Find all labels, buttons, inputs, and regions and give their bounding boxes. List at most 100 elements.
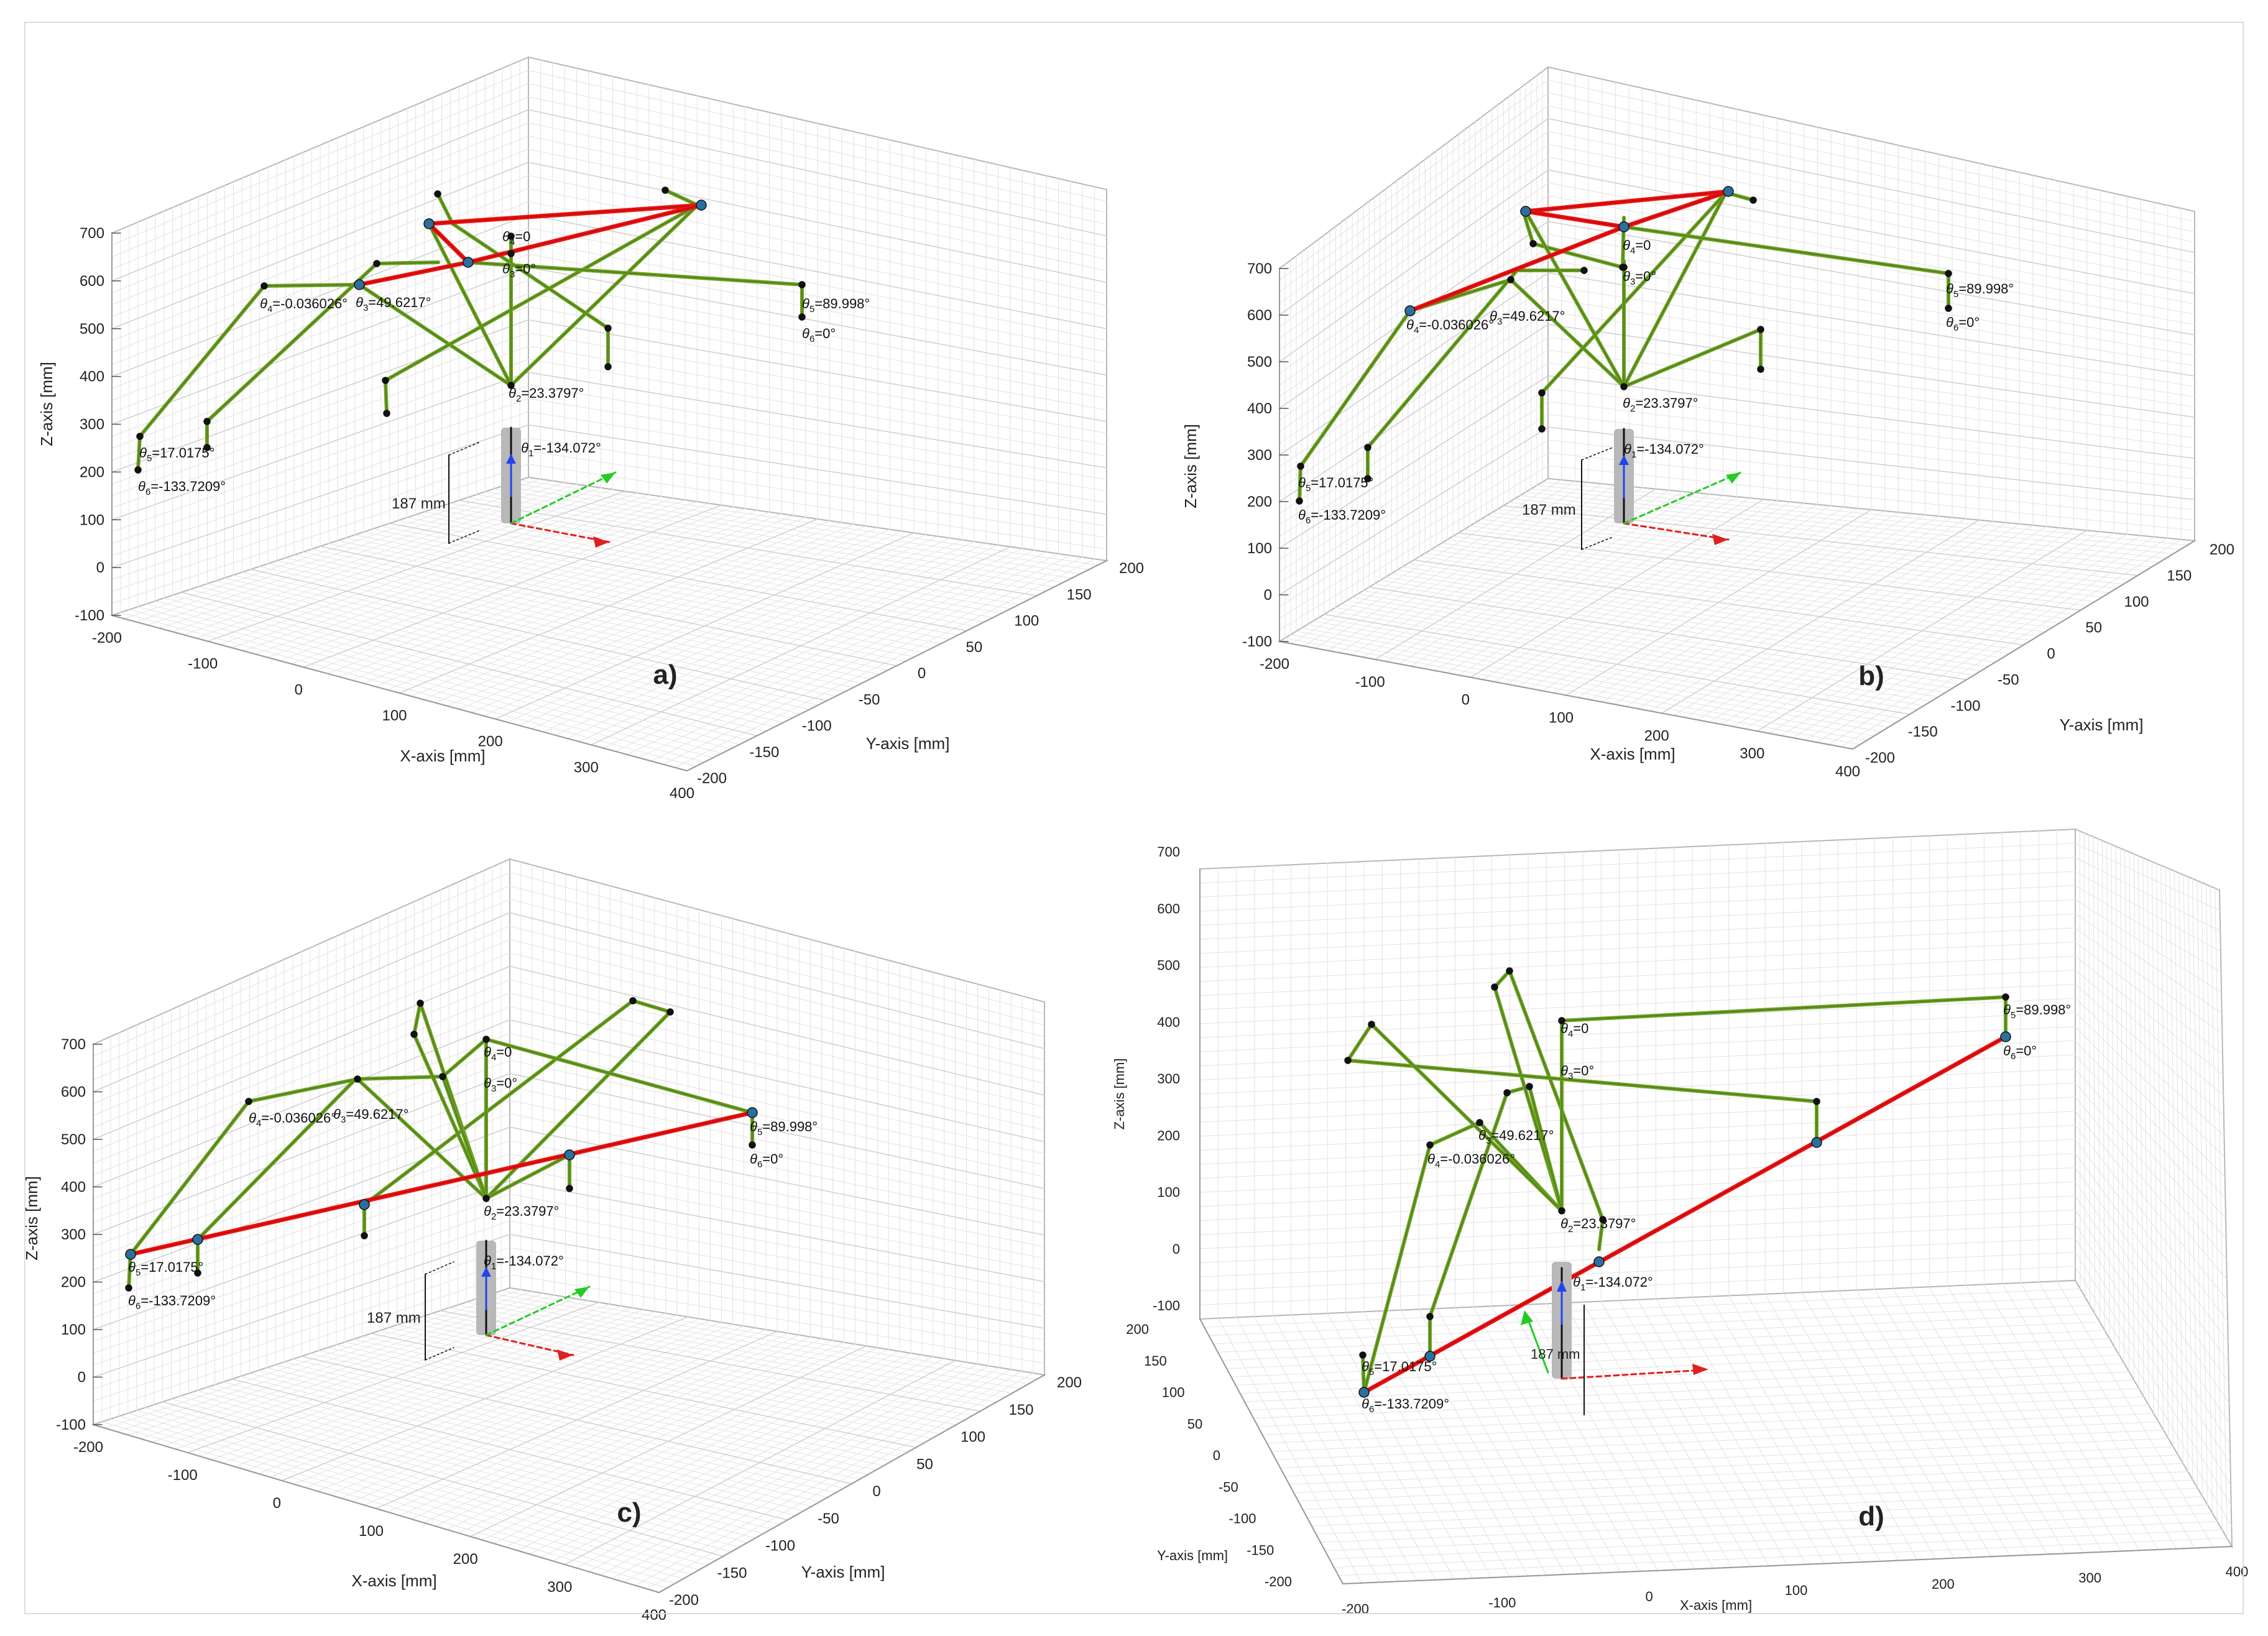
joint-dot [507, 382, 515, 389]
y-axis-line [686, 560, 1107, 771]
theta5-label: θ5=17.0175° [128, 1259, 203, 1278]
joint-dot [260, 282, 268, 290]
link-segment [426, 203, 704, 226]
grid-line [2192, 878, 2203, 1497]
link-segment [1621, 189, 1731, 229]
x-tick-label: 400 [1835, 763, 1860, 780]
link-segment [136, 434, 142, 472]
joint-dot [1368, 1021, 1375, 1028]
figure-frame [24, 22, 2244, 1614]
link-segment [1366, 269, 1519, 449]
link-edge [442, 1076, 487, 1199]
grid-line [1199, 857, 2076, 898]
link-edge [665, 190, 698, 206]
link-segment [436, 192, 454, 226]
grid-major [93, 1180, 510, 1330]
height-label: 187 mm [392, 495, 446, 512]
z-axis-label: Z-axis [mm] [1112, 1059, 1127, 1130]
x-axis-label: X-axis [mm] [1680, 1597, 1752, 1613]
link-edge [137, 436, 141, 471]
theta4-label: θ4=0 [1560, 1021, 1588, 1039]
y-tick-label: 0 [872, 1483, 880, 1500]
panel-b: -1000100200300400500600700-200-100010020… [1181, 66, 2234, 780]
grid-major [509, 965, 1045, 1096]
joint-dot [1426, 1313, 1434, 1320]
z-arrow [1557, 1280, 1567, 1292]
x-tick-label: -200 [1342, 1601, 1369, 1617]
joint-dot [410, 1031, 418, 1038]
grid-major [509, 1126, 1045, 1236]
y-tick-label: 50 [1187, 1416, 1202, 1432]
joint-dot [2002, 993, 2009, 1001]
link-edge [632, 1000, 671, 1013]
link-segment [357, 283, 513, 387]
link-edge [206, 263, 377, 422]
y-tick-label: 0 [918, 665, 926, 682]
link-segment [466, 260, 804, 287]
z-axis-label: Z-axis [mm] [1181, 424, 1200, 508]
z-tick-label: 700 [80, 225, 104, 242]
body-joint [192, 1234, 203, 1245]
joint-dot [1526, 1083, 1533, 1090]
body-joint [1424, 1351, 1436, 1362]
joint-dot [662, 186, 669, 194]
link-edge [1623, 191, 1729, 227]
grid-line [1199, 984, 2076, 1024]
joint-dot [1945, 305, 1952, 312]
panel-d: -1000100200300400500600700200150100500-5… [1112, 828, 2248, 1617]
link-edge [1300, 310, 1411, 467]
grid-major [1547, 221, 2195, 336]
grid-line [2075, 843, 2221, 911]
joint-dot [439, 1073, 446, 1080]
theta6-label: θ6=-133.7209° [138, 479, 226, 497]
link-edge [1371, 1024, 1562, 1211]
joint-dot [1580, 267, 1588, 274]
theta3-label: θ3=0° [1623, 269, 1656, 287]
x-tick-label: -200 [92, 630, 122, 646]
link-edge [1529, 1086, 1562, 1211]
grid-line [1222, 1321, 2100, 1361]
link-edge [130, 1112, 753, 1255]
link-segment [1508, 969, 1605, 1221]
link-edge [1347, 1060, 1817, 1102]
link-segment [1428, 1121, 1482, 1147]
y-tick-label: -100 [1228, 1511, 1256, 1527]
grid-line [2075, 871, 2221, 952]
x-axis-label: X-axis [mm] [351, 1571, 436, 1590]
z-tick-label: 0 [1173, 1241, 1180, 1257]
grid-line [2075, 1040, 2226, 1198]
y-axis-label: Y-axis [mm] [1157, 1548, 1228, 1563]
joint-dot [629, 997, 637, 1004]
grid-line [2151, 861, 2159, 1422]
grid-line [1199, 1153, 2076, 1193]
link-segment [466, 203, 704, 265]
z-tick-label: 300 [61, 1226, 86, 1243]
grid-major [440, 1310, 981, 1412]
panel-a: -1000100200300400500600700-200-100010020… [37, 56, 1144, 802]
x-arrow [1560, 1369, 1705, 1380]
x-tick-label: 300 [547, 1579, 572, 1596]
y-tick-label: -200 [1265, 1574, 1292, 1589]
x-arrow [1623, 522, 1730, 541]
body-joint [564, 1149, 575, 1160]
grid-line [2197, 880, 2208, 1505]
theta3-label: θ3=0° [1560, 1063, 1594, 1082]
height-label: 187 mm [1531, 1346, 1580, 1362]
panel-label-a: a) [653, 659, 677, 690]
grid-line [2075, 998, 2224, 1137]
link-edge [1409, 226, 1625, 311]
grid-line [2075, 857, 2221, 932]
link-edge [1523, 211, 1534, 244]
grid-line [1199, 885, 2076, 926]
theta4-label: θ4=0 [1623, 237, 1651, 256]
link-edge [359, 284, 512, 386]
theta1-label: θ1=-134.072° [1573, 1274, 1653, 1293]
x-tick-label: 300 [574, 759, 599, 776]
x-tick-label: -200 [73, 1439, 103, 1456]
grid-line [1244, 1363, 2125, 1402]
link-segment [1298, 464, 1302, 503]
grid-line [1298, 1463, 2183, 1502]
joint-dot [1620, 383, 1628, 390]
x-tick-label: -100 [1488, 1595, 1516, 1611]
